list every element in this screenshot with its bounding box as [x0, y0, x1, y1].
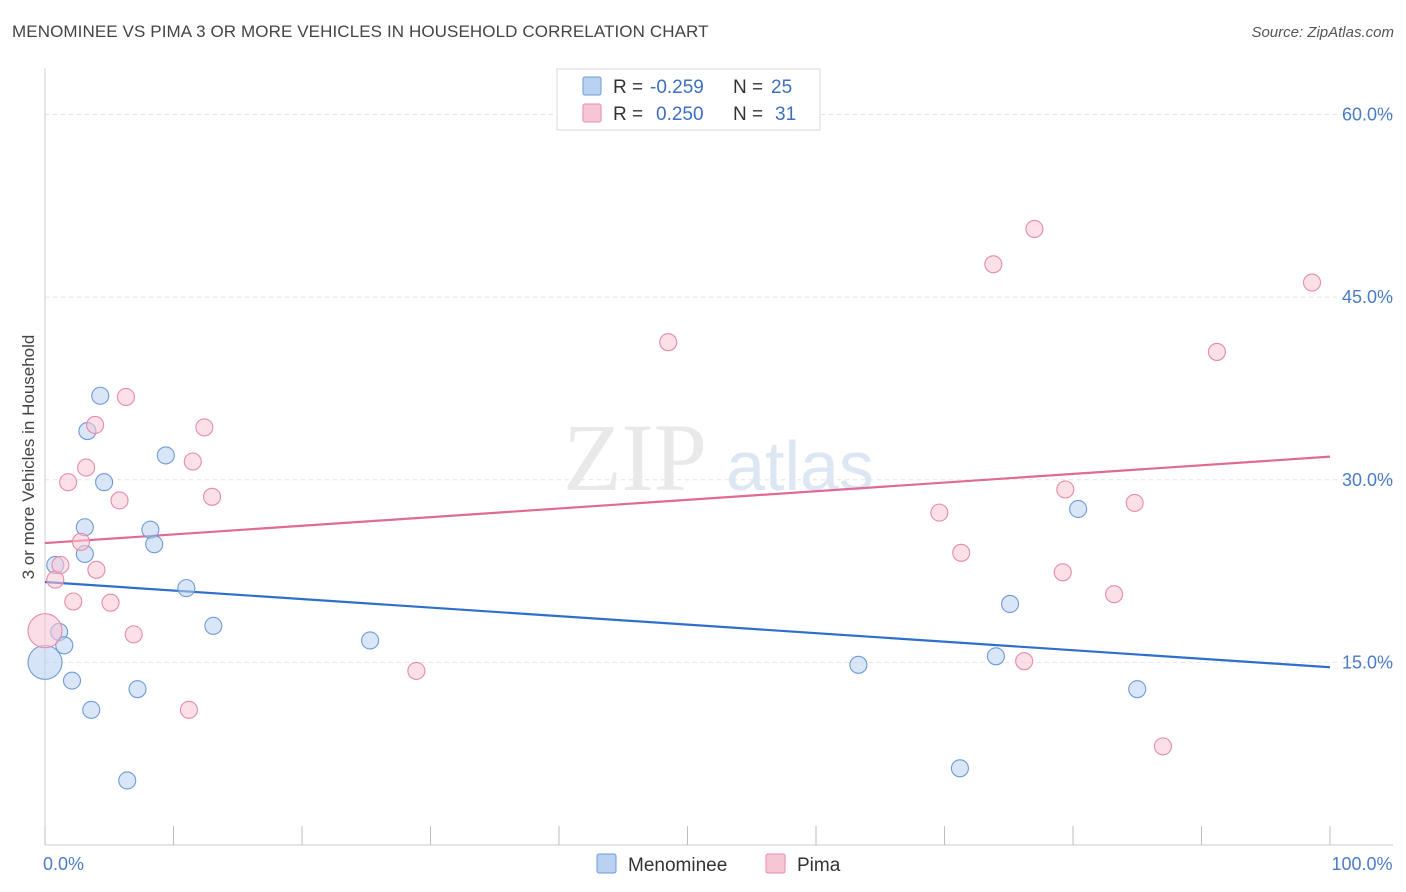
data-points [27, 219, 1322, 790]
bottom-legend-menominee-swatch [596, 853, 617, 874]
legend-pima-r-label: R = [613, 104, 643, 125]
data-point-pima [203, 487, 222, 506]
trend-line-pima [44, 455, 1331, 545]
data-point-pima [195, 418, 214, 437]
data-point-menominee [91, 386, 110, 405]
x-tick-label: 0.0% [43, 854, 84, 874]
data-point-pima [1025, 219, 1044, 239]
data-point-menominee [177, 579, 196, 598]
data-point-pima [101, 593, 120, 612]
data-point-pima [1056, 480, 1075, 499]
data-point-menominee [95, 473, 114, 492]
legend-pima-r-value: 0.250 [656, 104, 704, 125]
data-point-pima [64, 592, 83, 611]
data-point-pima [659, 333, 678, 352]
chart-title: MENOMINEE VS PIMA 3 OR MORE VEHICLES IN … [12, 22, 709, 41]
data-point-pima [179, 700, 198, 719]
data-point-pima [1105, 585, 1124, 604]
data-point-pima [1302, 273, 1322, 292]
data-point-pima [930, 503, 949, 522]
data-point-menominee [950, 759, 969, 778]
data-point-pima [86, 415, 105, 435]
data-point-pima [77, 458, 96, 477]
data-point-menominee [128, 680, 147, 699]
trend-lines [44, 455, 1331, 669]
data-point-menominee [986, 647, 1005, 666]
legend-box: R = -0.259 N = 25 R = 0.250 N = 31 [556, 68, 821, 131]
legend-menominee-swatch [582, 76, 602, 96]
data-point-menominee [849, 655, 868, 674]
source-label: Source: ZipAtlas.com [1251, 24, 1394, 41]
data-point-menominee [156, 446, 175, 465]
data-point-menominee [145, 535, 164, 554]
watermark: ZIP atlas [563, 404, 874, 511]
y-tick-label: 45.0% [1342, 287, 1393, 307]
data-point-menominee [118, 771, 137, 790]
data-point-pima [1207, 342, 1226, 361]
data-point-menominee [55, 636, 74, 655]
watermark-zip: ZIP [563, 404, 707, 511]
legend-pima-n-value: 31 [775, 104, 796, 125]
data-point-menominee [1000, 594, 1020, 613]
bottom-legend-pima-swatch [765, 853, 786, 874]
legend-menominee-r-label: R = [613, 77, 643, 98]
data-point-menominee [1069, 499, 1088, 519]
trend-line-menominee [44, 580, 1331, 669]
y-tick-labels: 15.0% 30.0% 45.0% 60.0% [1342, 105, 1393, 673]
data-point-pima [51, 555, 70, 575]
data-point-pima [1125, 493, 1144, 512]
data-point-pima [110, 491, 129, 510]
y-tick-label: 30.0% [1342, 470, 1393, 490]
data-point-menominee [82, 700, 101, 719]
data-point-pima [27, 613, 63, 649]
bottom-legend-menominee-label: Menominee [628, 855, 727, 876]
data-point-menominee [361, 631, 380, 650]
data-point-pima [59, 473, 78, 492]
legend-menominee-n-value: 25 [771, 77, 792, 98]
data-point-pima [984, 255, 1003, 274]
grid-lines [45, 114, 1393, 663]
legend-pima-n-label: N = [733, 104, 763, 125]
y-tick-label: 60.0% [1342, 105, 1393, 125]
legend-pima-swatch [582, 103, 602, 123]
data-point-pima [183, 452, 202, 471]
axes [44, 68, 1393, 846]
y-tick-label: 15.0% [1342, 652, 1393, 672]
bottom-legend: Menominee Pima [596, 853, 841, 876]
y-axis-label: 3 or more Vehicles in Household [19, 335, 38, 580]
data-point-pima [1053, 563, 1072, 582]
data-point-pima [87, 560, 106, 579]
data-point-pima [116, 387, 136, 407]
data-point-pima [1015, 652, 1034, 671]
x-tick-labels: 0.0% 100.0% [43, 854, 1393, 874]
legend-menominee-n-label: N = [733, 77, 763, 98]
data-point-pima [124, 625, 143, 644]
bottom-legend-pima-label: Pima [797, 855, 841, 876]
data-point-pima [407, 661, 426, 680]
data-point-menominee [62, 671, 82, 690]
data-point-pima [71, 532, 91, 551]
data-point-menominee [204, 616, 223, 635]
data-point-menominee [1128, 680, 1147, 699]
legend-menominee-r-value: -0.259 [650, 77, 704, 98]
x-tick-label: 100.0% [1331, 854, 1392, 874]
data-point-pima [952, 543, 971, 562]
data-point-pima [1153, 737, 1172, 756]
